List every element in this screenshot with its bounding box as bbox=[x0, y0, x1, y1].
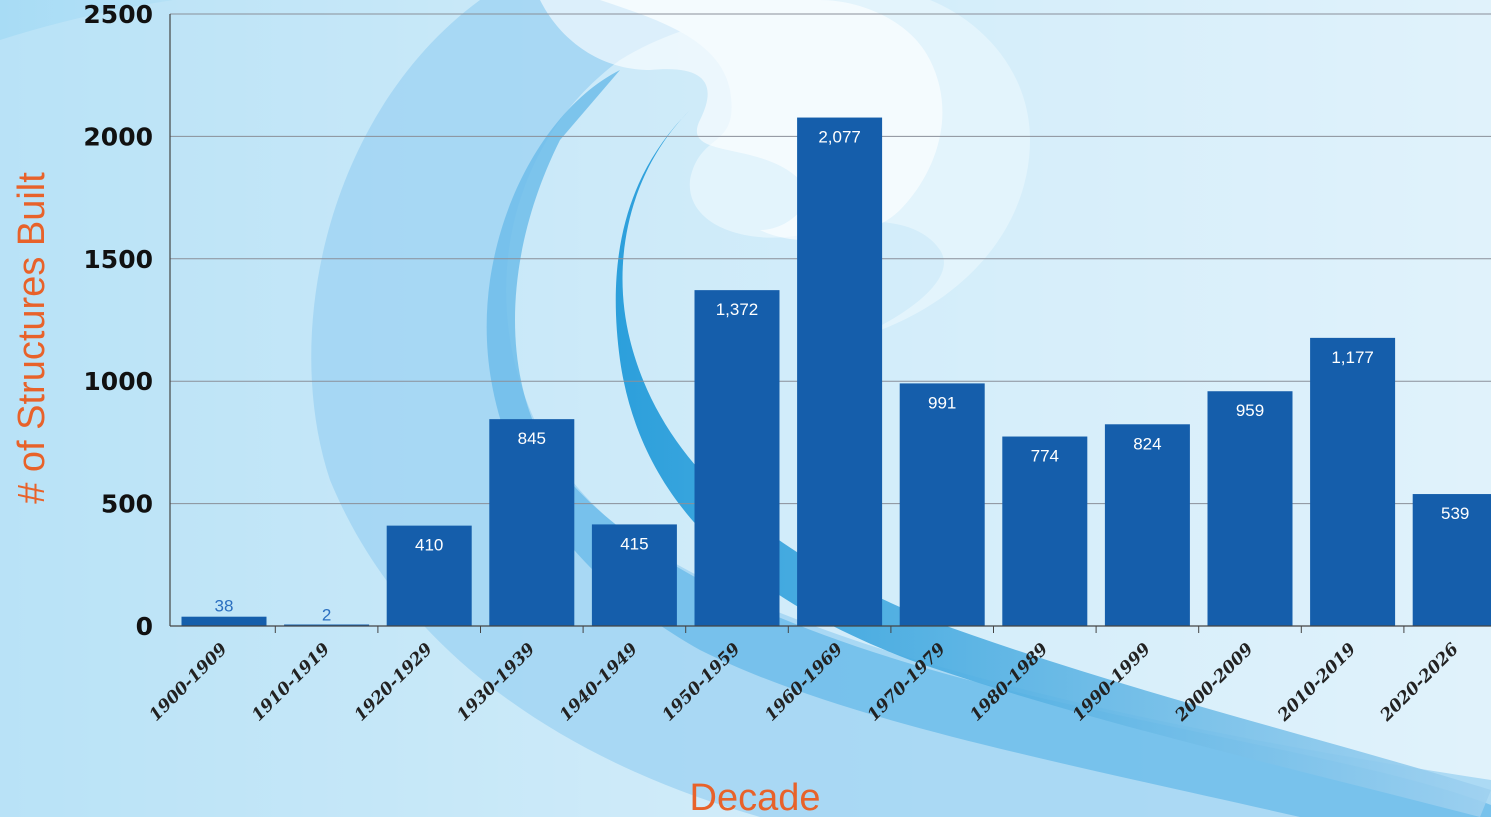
bar-value-label: 1,177 bbox=[1331, 348, 1374, 367]
bar bbox=[386, 525, 472, 626]
bar bbox=[284, 624, 370, 626]
bar-value-label: 2,077 bbox=[818, 128, 861, 147]
bar-value-label: 415 bbox=[620, 534, 648, 553]
y-tick-label: 1500 bbox=[83, 245, 153, 274]
bar bbox=[489, 419, 575, 626]
bar bbox=[1310, 337, 1396, 626]
bar-value-label: 845 bbox=[518, 429, 546, 448]
bar bbox=[1207, 391, 1293, 626]
bar bbox=[1412, 494, 1491, 626]
bar bbox=[899, 383, 985, 626]
bar bbox=[1104, 424, 1190, 626]
bars bbox=[181, 117, 1491, 626]
bar-value-label: 774 bbox=[1031, 447, 1059, 466]
bar-value-label: 959 bbox=[1236, 401, 1264, 420]
y-tick-label: 0 bbox=[136, 612, 153, 641]
bar bbox=[1002, 436, 1088, 626]
bar-value-label: 991 bbox=[928, 393, 956, 412]
bar-value-label: 1,372 bbox=[716, 300, 759, 319]
y-tick-label: 1000 bbox=[83, 367, 153, 396]
bar-value-label: 2 bbox=[322, 606, 331, 625]
x-axis-title: Decade bbox=[690, 777, 821, 817]
bar-value-label: 824 bbox=[1133, 434, 1161, 453]
bar-value-labels: 38 2 410 845 415 1,372 2,077 991 774 824 959 1,177 5… bbox=[215, 128, 1470, 625]
bar bbox=[591, 524, 677, 626]
y-tick-label: 500 bbox=[101, 490, 153, 519]
y-axis: 0 500 1000 1500 2000 2500 bbox=[83, 0, 171, 641]
bar-value-label: 38 bbox=[215, 597, 234, 616]
bar bbox=[694, 290, 780, 626]
bar bbox=[181, 616, 267, 626]
y-axis-title: # of Structures Built bbox=[11, 172, 53, 504]
bar-value-label: 539 bbox=[1441, 504, 1469, 523]
bar-value-label: 410 bbox=[415, 536, 443, 555]
y-tick-label: 2500 bbox=[83, 0, 153, 29]
bar bbox=[797, 117, 883, 626]
y-tick-label: 2000 bbox=[83, 122, 153, 151]
